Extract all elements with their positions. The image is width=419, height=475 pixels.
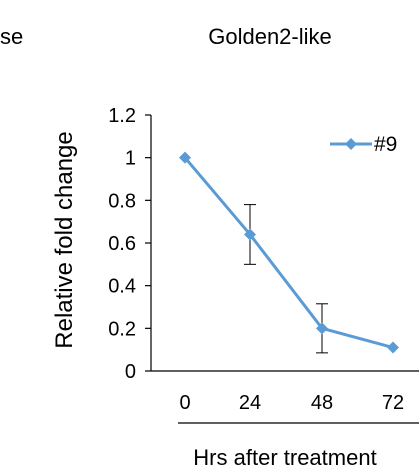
data-point [179, 151, 191, 164]
data-point [387, 341, 399, 354]
x-tick-label: 24 [239, 392, 261, 414]
legend-marker [345, 138, 357, 150]
legend: #9 [330, 133, 397, 156]
y-tick-label: 0 [125, 361, 136, 383]
y-tick-label: 0.8 [108, 190, 136, 212]
series-layer [179, 151, 399, 354]
x-tick-label: 72 [382, 392, 404, 414]
chart-title: Golden2-like [208, 24, 332, 49]
x-tick-label: 48 [311, 392, 333, 414]
y-tick-labels: 0 0.2 0.4 0.6 0.8 1 1.2 [108, 105, 136, 383]
series-line [183, 156, 394, 349]
y-tick-label: 0.2 [108, 318, 136, 340]
y-axis [145, 114, 419, 372]
x-axis-label: Hrs after treatment [193, 445, 376, 470]
left-fragment-text: se [0, 24, 23, 49]
y-axis-label: Relative fold change [51, 131, 78, 348]
y-tick-label: 0.6 [108, 233, 136, 255]
data-point [244, 228, 256, 241]
y-tick-label: 1 [125, 148, 136, 170]
y-tick-label: 1.2 [108, 105, 136, 127]
x-tick-labels: 0 24 48 72 [179, 392, 404, 414]
x-tick-label: 0 [179, 392, 190, 414]
y-tick-label: 0.4 [108, 276, 136, 298]
legend-label: #9 [374, 133, 397, 156]
data-point [316, 322, 328, 335]
